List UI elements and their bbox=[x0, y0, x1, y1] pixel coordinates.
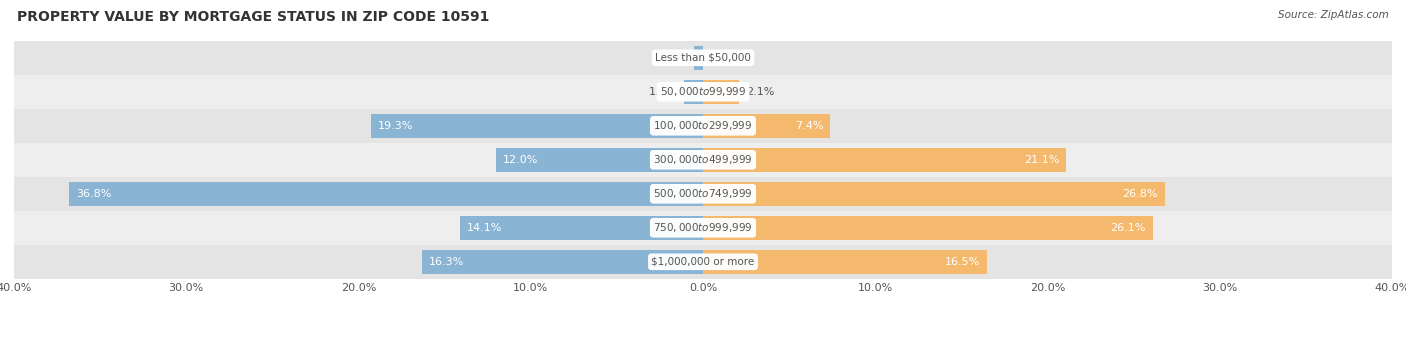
Text: 16.5%: 16.5% bbox=[945, 257, 980, 267]
Bar bbox=[703, 216, 1153, 240]
Bar bbox=[14, 75, 1392, 109]
Bar bbox=[496, 148, 703, 172]
Text: 0.5%: 0.5% bbox=[659, 53, 688, 63]
Text: Less than $50,000: Less than $50,000 bbox=[655, 53, 751, 63]
Bar bbox=[695, 46, 703, 70]
Text: 12.0%: 12.0% bbox=[503, 155, 538, 165]
Bar bbox=[703, 182, 1164, 206]
Text: $1,000,000 or more: $1,000,000 or more bbox=[651, 257, 755, 267]
Text: $100,000 to $299,999: $100,000 to $299,999 bbox=[654, 119, 752, 132]
Text: 2.1%: 2.1% bbox=[747, 87, 775, 97]
Text: 7.4%: 7.4% bbox=[794, 121, 824, 131]
Bar bbox=[685, 80, 703, 104]
Bar bbox=[14, 41, 1392, 75]
Text: 36.8%: 36.8% bbox=[76, 189, 111, 199]
Text: $50,000 to $99,999: $50,000 to $99,999 bbox=[659, 85, 747, 98]
Text: 26.1%: 26.1% bbox=[1111, 223, 1146, 233]
Text: 26.8%: 26.8% bbox=[1122, 189, 1157, 199]
Text: 14.1%: 14.1% bbox=[467, 223, 502, 233]
Bar bbox=[703, 114, 831, 138]
Bar bbox=[14, 245, 1392, 279]
Text: $750,000 to $999,999: $750,000 to $999,999 bbox=[654, 221, 752, 234]
Bar bbox=[371, 114, 703, 138]
Bar bbox=[422, 250, 703, 274]
Bar bbox=[14, 109, 1392, 143]
Text: 16.3%: 16.3% bbox=[429, 257, 464, 267]
Bar bbox=[14, 211, 1392, 245]
Bar bbox=[460, 216, 703, 240]
Text: 19.3%: 19.3% bbox=[377, 121, 413, 131]
Bar bbox=[703, 148, 1066, 172]
Text: $500,000 to $749,999: $500,000 to $749,999 bbox=[654, 187, 752, 200]
Bar bbox=[14, 177, 1392, 211]
Text: $300,000 to $499,999: $300,000 to $499,999 bbox=[654, 153, 752, 166]
Bar bbox=[69, 182, 703, 206]
Bar bbox=[14, 143, 1392, 177]
Text: 21.1%: 21.1% bbox=[1024, 155, 1060, 165]
Text: PROPERTY VALUE BY MORTGAGE STATUS IN ZIP CODE 10591: PROPERTY VALUE BY MORTGAGE STATUS IN ZIP… bbox=[17, 10, 489, 24]
Text: 1.1%: 1.1% bbox=[650, 87, 678, 97]
Text: Source: ZipAtlas.com: Source: ZipAtlas.com bbox=[1278, 10, 1389, 20]
Bar bbox=[703, 80, 740, 104]
Bar bbox=[703, 250, 987, 274]
